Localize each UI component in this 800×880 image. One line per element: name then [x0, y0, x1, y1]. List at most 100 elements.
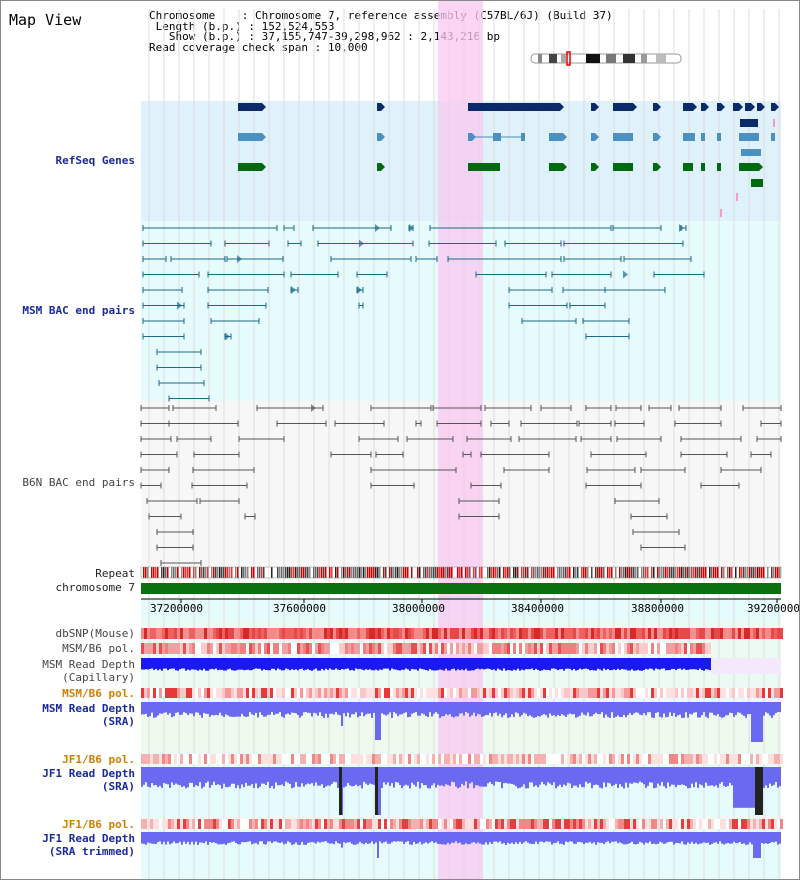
read-depth-bar [383, 702, 385, 715]
read-depth-bar [439, 658, 441, 670]
read-depth-bar [281, 658, 283, 671]
bac-end-arrow [359, 239, 364, 248]
read-depth-bar [671, 702, 673, 716]
track-label-msm-depth-cap-1[interactable]: MSM Read Depth [42, 658, 135, 671]
track-label-msm-b6-pol-2[interactable]: MSM/B6 pol. [62, 687, 135, 700]
track-label-jf1-b6-pol-2[interactable]: JF1/B6 pol. [62, 818, 135, 831]
repeat-element [175, 567, 177, 578]
read-depth-bar [629, 658, 631, 671]
repeat-element [361, 567, 363, 578]
polymorphism-cell [159, 819, 162, 829]
repeat-element [169, 567, 171, 578]
repeat-element [141, 567, 143, 578]
polymorphism-cell [309, 754, 312, 764]
polymorphism-cell [429, 819, 432, 829]
read-depth-bar [355, 658, 357, 669]
track-label-dbsnp[interactable]: dbSNP(Mouse) [55, 627, 135, 640]
polymorphism-cell [339, 643, 342, 654]
repeat-element [729, 567, 731, 578]
read-depth-bar [393, 767, 395, 788]
track-label-jf1-trim-1[interactable]: JF1 Read Depth [42, 832, 135, 845]
read-depth-bar [493, 702, 495, 714]
polymorphism-cell [234, 688, 237, 698]
polymorphism-cell [684, 819, 687, 829]
track-label-msm-bac[interactable]: MSM BAC end pairs [22, 304, 135, 317]
polymorphism-cell [375, 628, 378, 639]
repeat-element [771, 567, 773, 578]
polymorphism-cell [207, 819, 210, 829]
repeat-element [503, 567, 505, 578]
polymorphism-cell [741, 819, 744, 829]
read-depth-bar [619, 767, 621, 785]
polymorphism-cell [633, 819, 636, 829]
polymorphism-cell [660, 628, 663, 639]
polymorphism-cell [684, 688, 687, 698]
read-depth-bar [617, 832, 619, 844]
track-label-jf1-depth-1[interactable]: JF1 Read Depth [42, 767, 135, 780]
polymorphism-cell [150, 819, 153, 829]
track-label-msm-b6-pol-1[interactable]: MSM/B6 pol. [62, 642, 135, 655]
polymorphism-cell [408, 754, 411, 764]
polymorphism-cell [207, 643, 210, 654]
gene-exon [493, 133, 501, 141]
read-depth-bar [273, 832, 275, 842]
read-depth-bar [145, 702, 147, 714]
polymorphism-cell [624, 628, 627, 639]
polymorphism-cell [678, 688, 681, 698]
repeat-element [387, 567, 389, 578]
polymorphism-cell [294, 643, 297, 654]
read-depth-bar [239, 702, 241, 717]
repeat-element [715, 567, 717, 578]
read-depth-bar [503, 702, 505, 716]
polymorphism-cell [672, 643, 675, 654]
repeat-element [159, 567, 161, 578]
repeat-element [239, 567, 241, 578]
track-label-repeat[interactable]: Repeat [95, 567, 135, 580]
track-label-b6n-bac[interactable]: B6N BAC end pairs [22, 476, 135, 489]
repeat-element [481, 567, 483, 578]
repeat-element [521, 567, 523, 578]
polymorphism-cell [495, 819, 498, 829]
repeat-element [167, 567, 169, 578]
polymorphism-cell [513, 628, 516, 639]
read-depth-bar [569, 832, 571, 842]
read-depth-bar [227, 702, 229, 716]
polymorphism-cell [174, 819, 177, 829]
read-depth-bar [467, 832, 469, 845]
polymorphism-cell [237, 688, 240, 698]
polymorphism-cell [612, 688, 615, 698]
polymorphism-cell [180, 643, 183, 654]
track-label-jf1-b6-pol-1[interactable]: JF1/B6 pol. [62, 753, 135, 766]
repeat-element [485, 567, 487, 578]
read-depth-bar [371, 702, 373, 718]
read-depth-bar [337, 767, 339, 788]
read-depth-bar [155, 658, 157, 669]
read-depth-bar [509, 832, 511, 844]
read-depth-bar [257, 658, 259, 669]
read-depth-bar [351, 702, 353, 715]
read-depth-bar [681, 767, 683, 785]
polymorphism-cell [309, 643, 312, 654]
polymorphism-cell [192, 819, 195, 829]
polymorphism-cell [198, 688, 201, 698]
polymorphism-cell [711, 628, 714, 639]
read-depth-bar [409, 702, 411, 717]
read-depth-bar [433, 658, 435, 671]
repeat-element [517, 567, 519, 578]
read-depth-bar [331, 767, 333, 784]
read-depth-bar [473, 832, 475, 843]
track-label-refseq[interactable]: RefSeq Genes [55, 154, 135, 167]
track-label-chromosome[interactable]: chromosome 7 [55, 581, 135, 594]
polymorphism-cell [375, 643, 378, 654]
read-depth-bar [583, 702, 585, 715]
read-depth-bar [667, 832, 669, 843]
track-label-msm-depth-sra-1[interactable]: MSM Read Depth [42, 702, 135, 715]
polymorphism-cell [342, 754, 345, 764]
read-depth-bar [701, 658, 703, 671]
polymorphism-cell [180, 628, 183, 639]
read-depth-bar [171, 658, 173, 669]
read-depth-bar [651, 658, 653, 669]
polymorphism-cell [363, 754, 366, 764]
repeat-element [699, 567, 701, 578]
